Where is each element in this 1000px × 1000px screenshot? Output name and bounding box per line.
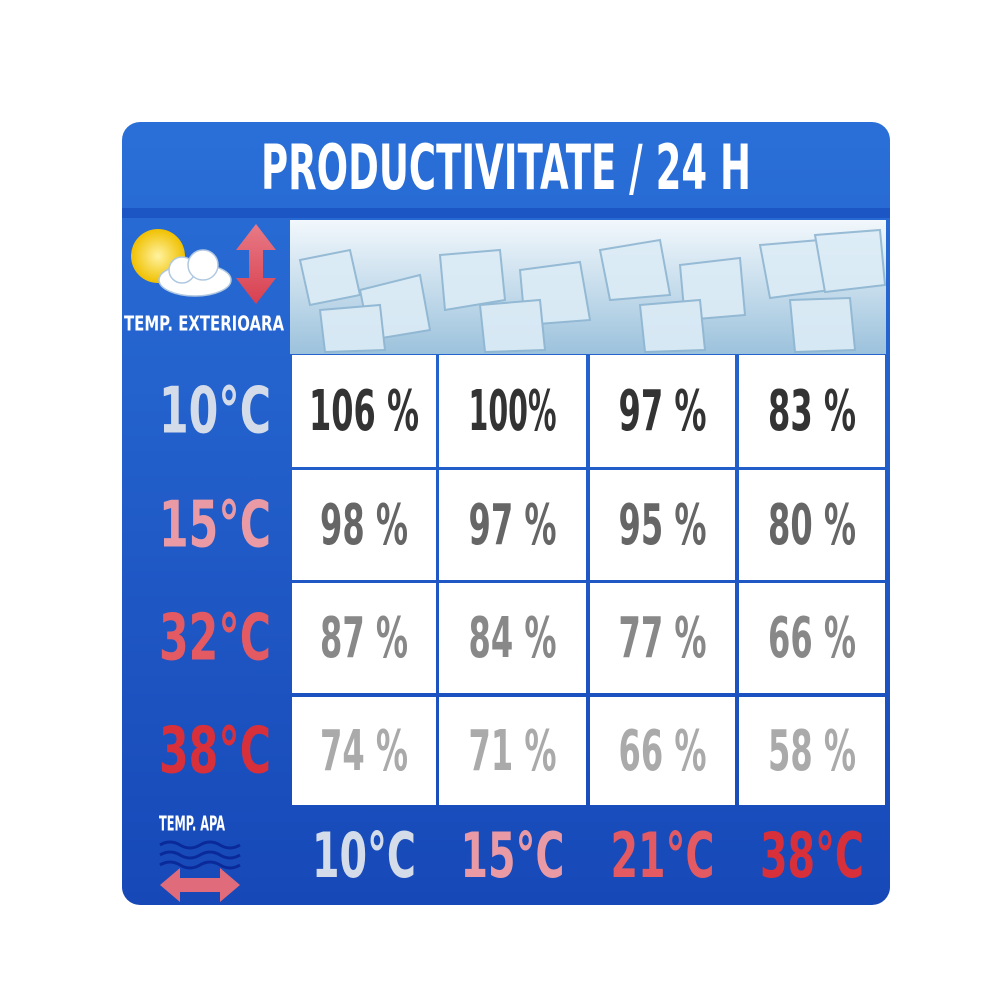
column-header: 38°C bbox=[760, 819, 864, 892]
cell bbox=[590, 697, 735, 805]
cell bbox=[439, 697, 586, 805]
cell bbox=[292, 470, 436, 580]
weather-icon bbox=[131, 224, 276, 304]
row-axis-label: TEMP. EXTERIOARA bbox=[124, 312, 284, 336]
cell-value: 98 % bbox=[320, 493, 408, 558]
column-header: 10°C bbox=[312, 819, 416, 892]
cell-value: 80 % bbox=[768, 493, 856, 558]
cell bbox=[439, 583, 586, 693]
cell-value: 83 % bbox=[768, 379, 856, 444]
cell-value: 74 % bbox=[320, 719, 408, 784]
cell-value: 66 % bbox=[768, 606, 856, 671]
cell bbox=[590, 470, 735, 580]
cell bbox=[439, 355, 586, 467]
cell-value: 87 % bbox=[320, 606, 408, 671]
cell-value: 100% bbox=[469, 379, 557, 444]
cell bbox=[590, 355, 735, 467]
cell-value: 97 % bbox=[619, 379, 707, 444]
water-icon bbox=[159, 840, 241, 902]
cell bbox=[739, 583, 885, 693]
title: PRODUCTIVITATE / 24 H bbox=[261, 131, 751, 204]
row-header: 32°C bbox=[159, 602, 271, 676]
cell bbox=[292, 355, 436, 467]
cell bbox=[439, 470, 586, 580]
column-header: 15°C bbox=[461, 819, 565, 892]
cell-value: 77 % bbox=[619, 606, 707, 671]
column-axis-label: TEMP. APA bbox=[159, 812, 225, 836]
row-header: 10°C bbox=[159, 375, 271, 449]
ice-image bbox=[290, 220, 887, 354]
cell bbox=[292, 697, 436, 805]
cell-value: 95 % bbox=[619, 493, 707, 558]
cell-value: 84 % bbox=[469, 606, 557, 671]
cell-value: 106 % bbox=[309, 379, 419, 444]
cell bbox=[292, 583, 436, 693]
cell-value: 58 % bbox=[768, 719, 856, 784]
cell bbox=[739, 470, 885, 580]
column-header: 21°C bbox=[611, 819, 715, 892]
title-divider bbox=[122, 208, 890, 218]
cell bbox=[739, 697, 885, 805]
cell bbox=[590, 583, 735, 693]
cell bbox=[739, 355, 885, 467]
cell-value: 97 % bbox=[469, 493, 557, 558]
row-header: 38°C bbox=[159, 715, 271, 789]
row-header: 15°C bbox=[159, 489, 271, 563]
cell-value: 71 % bbox=[469, 719, 557, 784]
cell-value: 66 % bbox=[619, 719, 707, 784]
